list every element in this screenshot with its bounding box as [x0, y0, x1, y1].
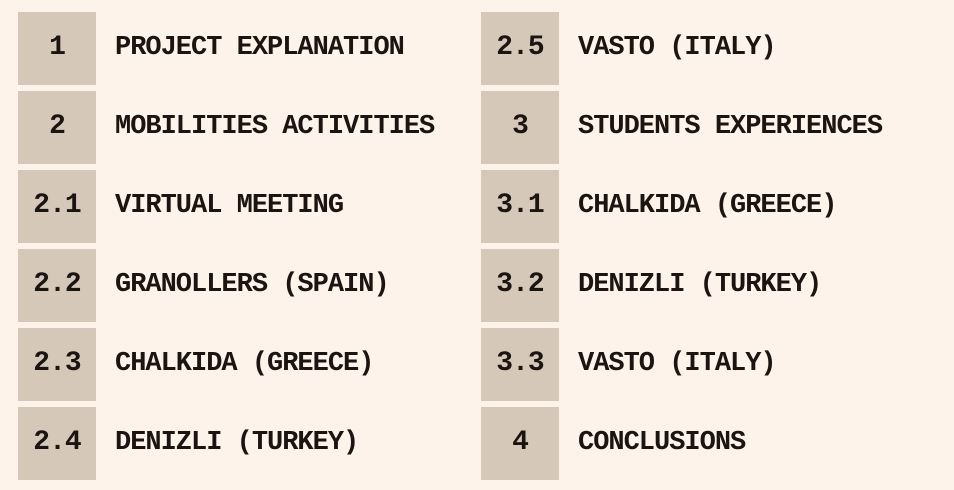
toc-entry[interactable]: 2.3 CHALKIDA (GREECE) — [18, 328, 481, 401]
section-title: DENIZLI (TURKEY) — [115, 428, 359, 458]
section-title: CHALKIDA (GREECE) — [115, 349, 374, 379]
section-number: 4 — [512, 426, 529, 458]
section-number: 2.2 — [33, 268, 81, 300]
section-title: CONCLUSIONS — [578, 428, 746, 458]
section-number-box: 2 — [18, 91, 96, 164]
section-title: PROJECT EXPLANATION — [115, 33, 405, 63]
section-title: GRANOLLERS (SPAIN) — [115, 270, 390, 300]
section-number: 2.5 — [496, 31, 544, 63]
section-number: 2 — [49, 110, 66, 142]
section-number: 3.3 — [496, 347, 544, 379]
section-number: 3.1 — [496, 189, 544, 221]
section-number: 2.4 — [33, 426, 81, 458]
section-title: VASTO (ITALY) — [578, 33, 777, 63]
section-number: 3.2 — [496, 268, 544, 300]
toc-entry[interactable]: 2.5 VASTO (ITALY) — [481, 12, 944, 85]
section-number: 2.3 — [33, 347, 81, 379]
toc-entry[interactable]: 2 MOBILITIES ACTIVITIES — [18, 91, 481, 164]
toc-entry[interactable]: 4 CONCLUSIONS — [481, 407, 944, 480]
section-title: VIRTUAL MEETING — [115, 191, 344, 221]
toc-entry[interactable]: 3.1 CHALKIDA (GREECE) — [481, 170, 944, 243]
toc-entry[interactable]: 2.1 VIRTUAL MEETING — [18, 170, 481, 243]
section-number-box: 3.3 — [481, 328, 559, 401]
section-number: 3 — [512, 110, 529, 142]
section-number-box: 3 — [481, 91, 559, 164]
section-number-box: 3.1 — [481, 170, 559, 243]
section-number-box: 4 — [481, 407, 559, 480]
section-number: 1 — [49, 31, 66, 63]
section-number-box: 2.3 — [18, 328, 96, 401]
toc-column-left: 1 PROJECT EXPLANATION 2 MOBILITIES ACTIV… — [18, 12, 481, 490]
toc-entry[interactable]: 3.2 DENIZLI (TURKEY) — [481, 249, 944, 322]
toc-column-right: 2.5 VASTO (ITALY) 3 STUDENTS EXPERIENCES… — [481, 12, 944, 490]
section-number: 2.1 — [33, 189, 81, 221]
section-number-box: 2.4 — [18, 407, 96, 480]
section-title: STUDENTS EXPERIENCES — [578, 112, 883, 142]
toc-entry[interactable]: 1 PROJECT EXPLANATION — [18, 12, 481, 85]
section-number-box: 2.2 — [18, 249, 96, 322]
section-title: MOBILITIES ACTIVITIES — [115, 112, 435, 142]
section-title: DENIZLI (TURKEY) — [578, 270, 822, 300]
toc-entry[interactable]: 2.2 GRANOLLERS (SPAIN) — [18, 249, 481, 322]
toc-entry[interactable]: 2.4 DENIZLI (TURKEY) — [18, 407, 481, 480]
section-number-box: 2.1 — [18, 170, 96, 243]
section-number-box: 2.5 — [481, 12, 559, 85]
section-title: CHALKIDA (GREECE) — [578, 191, 837, 221]
section-number-box: 3.2 — [481, 249, 559, 322]
section-number-box: 1 — [18, 12, 96, 85]
toc-entry[interactable]: 3.3 VASTO (ITALY) — [481, 328, 944, 401]
section-title: VASTO (ITALY) — [578, 349, 777, 379]
toc-entry[interactable]: 3 STUDENTS EXPERIENCES — [481, 91, 944, 164]
